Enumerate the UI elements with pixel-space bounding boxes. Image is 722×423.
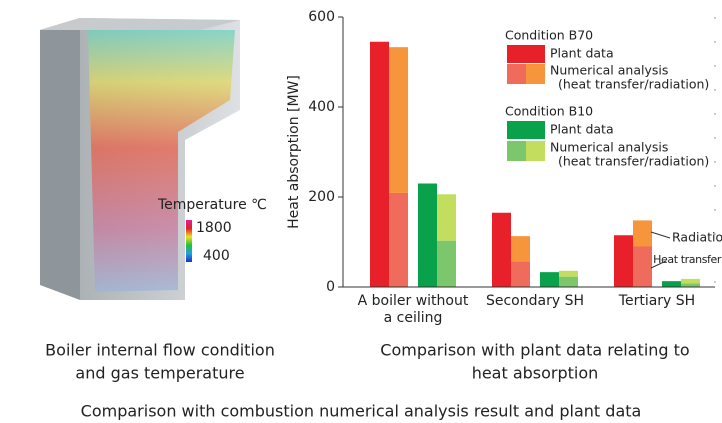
bar-segment: [633, 220, 652, 247]
color-scale-min: 400: [203, 248, 230, 264]
bar-segment: [437, 240, 456, 287]
bar-segment: [681, 278, 700, 284]
left-caption: Boiler internal flow condition: [45, 341, 275, 360]
x-tick-label: Tertiary SH: [618, 293, 695, 309]
bar: [662, 281, 681, 287]
bar: [418, 183, 437, 287]
legend-group-title: Condition B70: [505, 28, 593, 43]
bar-segment: [437, 194, 456, 241]
bar-segment: [681, 283, 700, 287]
boiler-illustration: [40, 18, 240, 300]
legend-swatch: [526, 64, 545, 84]
y-axis-label: Heat absorption [MW]: [286, 75, 302, 229]
bar-segment: [559, 276, 578, 287]
figure-caption: Comparison with combustion numerical ana…: [81, 402, 642, 421]
bar: [370, 41, 389, 287]
color-scale-max: 1800: [196, 220, 232, 236]
bar-segment: [389, 47, 408, 193]
bar-segment: [633, 246, 652, 287]
bar-segment: [511, 236, 530, 262]
legend-label: Plant data: [550, 122, 614, 137]
annotation: Heat transfer: [653, 253, 722, 266]
x-tick-label: Secondary SH: [486, 293, 584, 309]
legend-label: (heat transfer/radiation): [558, 154, 709, 169]
y-tick-label: 200: [308, 189, 335, 205]
annotation-leader: [650, 260, 667, 269]
color-scale-bar: [186, 220, 192, 262]
y-tick-label: 400: [308, 99, 335, 115]
bar: [614, 235, 633, 287]
legend-label: Numerical analysis: [550, 63, 668, 78]
bar-segment: [511, 261, 530, 287]
color-scale-title: Temperature ℃: [157, 197, 267, 213]
legend-label: (heat transfer/radiation): [558, 77, 709, 92]
bar-segment: [559, 270, 578, 277]
bar: [492, 212, 511, 287]
chart-caption: Comparison with plant data relating to: [380, 341, 689, 360]
bar-segment: [389, 192, 408, 287]
y-tick-label: 600: [308, 9, 335, 25]
chart-caption: heat absorption: [472, 364, 599, 383]
annotation: Radiation: [672, 230, 722, 245]
legend-swatch: [507, 45, 545, 63]
bar: [540, 272, 559, 287]
legend-swatch: [507, 141, 526, 161]
annotation-leader: [650, 231, 671, 239]
legend-swatch: [507, 64, 526, 84]
legend-group-title: Condition B10: [505, 104, 593, 119]
x-tick-label: A boiler without: [358, 293, 469, 309]
y-tick-label: 0: [326, 279, 335, 295]
legend-label: Numerical analysis: [550, 140, 668, 155]
left-caption: and gas temperature: [75, 364, 244, 383]
legend-swatch: [526, 141, 545, 161]
x-tick-label: a ceiling: [384, 310, 443, 326]
legend-label: Plant data: [550, 46, 614, 61]
legend-swatch: [507, 121, 545, 139]
